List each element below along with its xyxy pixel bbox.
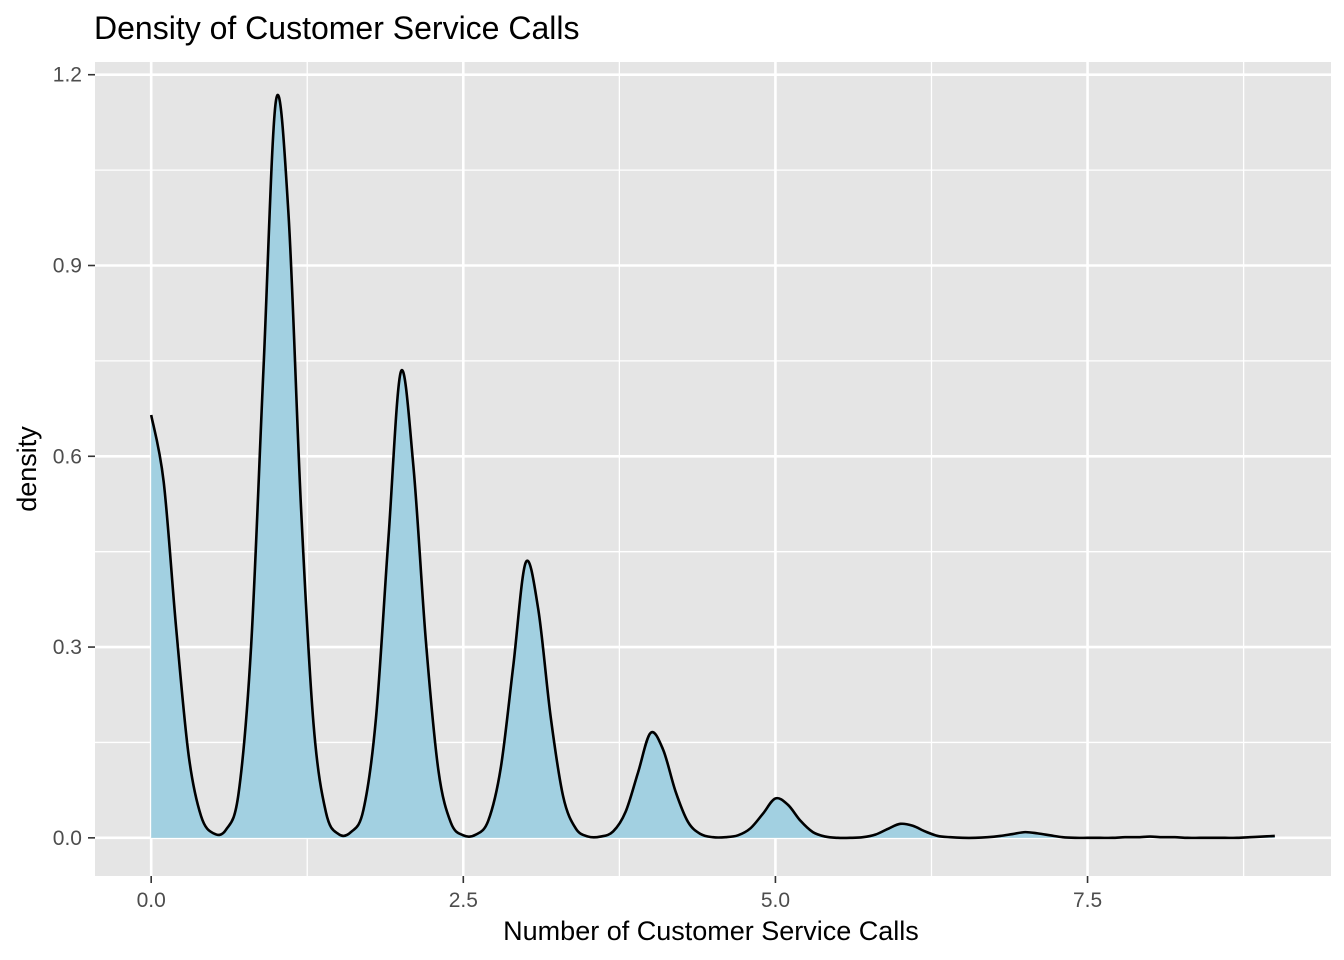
major-gridlines [95, 62, 1331, 876]
chart-title: Density of Customer Service Calls [94, 10, 579, 46]
x-tick-label: 2.5 [449, 889, 478, 912]
x-tick-label: 0.0 [137, 889, 166, 912]
density-layer [149, 93, 1275, 840]
density-line [149, 93, 1275, 840]
x-axis-title: Number of Customer Service Calls [503, 916, 919, 946]
y-tick-label: 0.6 [53, 445, 82, 468]
y-tick-label: 1.2 [53, 64, 82, 87]
y-tick-label: 0.3 [53, 636, 82, 659]
density-area [151, 94, 1275, 838]
y-tick-label: 0.9 [53, 255, 82, 278]
x-tick-label: 7.5 [1073, 889, 1102, 912]
y-axis-title: density [12, 426, 42, 512]
x-axis: 0.0 2.5 5.0 7.5 [137, 876, 1102, 912]
x-tick-label: 5.0 [761, 889, 790, 912]
y-tick-label: 0.0 [53, 827, 82, 850]
y-axis: 0.0 0.3 0.6 0.9 1.2 [53, 64, 95, 850]
